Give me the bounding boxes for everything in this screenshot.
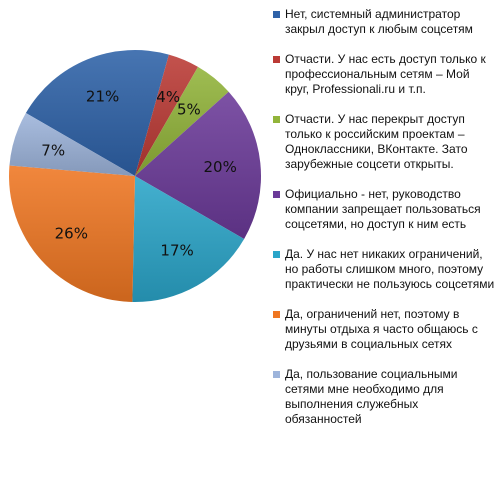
legend-swatch-4 [273, 191, 280, 198]
legend: Нет, системный администратор закрыл дост… [273, 7, 495, 442]
pie-slice-2 [135, 54, 198, 176]
pie-slice-7 [9, 113, 135, 176]
legend-label-7: Да, пользование социальными сетями мне н… [285, 367, 458, 426]
legend-label-6: Да, ограничений нет, поэтому в минуты от… [285, 307, 478, 351]
legend-item-3: Отчасти. У нас перекрыт доступ только к … [273, 112, 495, 172]
slice-label-1: 21% [86, 88, 119, 106]
legend-label-4: Официально - нет, руководство компании з… [285, 187, 481, 231]
pie-slice-4 [135, 91, 262, 239]
legend-swatch-5 [273, 251, 280, 258]
legend-label-1: Нет, системный администратор закрыл дост… [285, 7, 473, 36]
legend-item-4: Официально - нет, руководство компании з… [273, 187, 495, 232]
legend-item-7: Да, пользование социальными сетями мне н… [273, 367, 495, 427]
pie-slice-1 [25, 49, 169, 176]
legend-swatch-1 [273, 11, 280, 18]
legend-item-6: Да, ограничений нет, поэтому в минуты от… [273, 307, 495, 352]
legend-swatch-7 [273, 371, 280, 378]
legend-item-2: Отчасти. У нас есть доступ только к проф… [273, 52, 495, 97]
pie-chart: 21% 4%5% 20% 17% 26% 7% [8, 49, 262, 302]
legend-label-2: Отчасти. У нас есть доступ только к проф… [285, 52, 486, 96]
slice-label-2: 4% [156, 88, 180, 106]
legend-item-5: Да. У нас нет никаких ограничений, но ра… [273, 247, 495, 292]
legend-swatch-3 [273, 116, 280, 123]
slice-label-3: 5% [177, 100, 201, 118]
legend-item-1: Нет, системный администратор закрыл дост… [273, 7, 495, 37]
legend-label-5: Да. У нас нет никаких ограничений, но ра… [285, 247, 495, 291]
pie-slice-5 [132, 176, 245, 302]
legend-swatch-2 [273, 56, 280, 63]
slice-label-4: 20% [204, 158, 237, 176]
slice-label-7: 7% [41, 141, 65, 159]
legend-swatch-6 [273, 311, 280, 318]
pie-slice-3 [135, 66, 229, 176]
legend-label-3: Отчасти. У нас перекрыт доступ только к … [285, 112, 468, 171]
slice-label-5: 17% [160, 242, 193, 260]
slice-label-6: 26% [55, 224, 88, 242]
pie-slice-6 [8, 165, 135, 302]
